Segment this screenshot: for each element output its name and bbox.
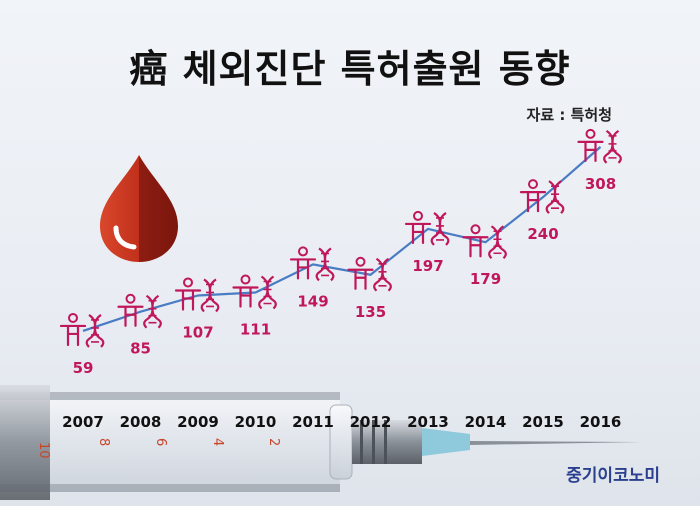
source-label: 자료 : 특허청 [526,106,612,124]
x-tick-label: 2009 [177,413,219,431]
series-line [82,146,602,332]
x-tick-label: 2012 [350,413,392,431]
x-tick-label: 2014 [465,413,507,431]
data-label: 149 [297,292,328,310]
svg-text:2: 2 [266,438,281,446]
x-tick-label: 2007 [62,413,104,431]
x-tick-label: 2010 [235,413,277,431]
data-label: 197 [412,257,443,275]
data-point-icon [59,312,105,349]
blood-drop-icon [100,155,178,262]
svg-text:6: 6 [153,438,168,446]
data-label: 59 [73,359,94,377]
syringe-illustration-icon: 10 8 6 4 2 [0,385,640,500]
svg-text:4: 4 [210,438,225,446]
x-tick-label: 2015 [522,413,564,431]
data-label: 179 [470,270,501,288]
data-label: 135 [355,303,386,321]
brand-logo-text: 중기이코노미 [566,466,660,486]
svg-text:10: 10 [36,442,51,459]
data-marks: 59 85 107 111 149 135 197 179 240 308 [59,128,622,377]
data-label: 111 [240,321,271,339]
x-tick-label: 2008 [120,413,162,431]
x-axis-tick-labels: 2007 2008 2009 2010 2011 2012 2013 2014 2015 2016 [62,413,621,431]
data-label: 308 [585,175,616,193]
x-tick-label: 2013 [407,413,449,431]
data-label: 85 [130,340,151,358]
chart-title: 癌 체외진단 특허출원 동향 [129,47,571,91]
data-label: 240 [527,225,558,243]
x-tick-label: 2011 [292,413,334,431]
x-tick-label: 2016 [580,413,622,431]
svg-text:8: 8 [96,438,111,446]
series-line-group [82,146,602,332]
data-label: 107 [182,323,213,341]
